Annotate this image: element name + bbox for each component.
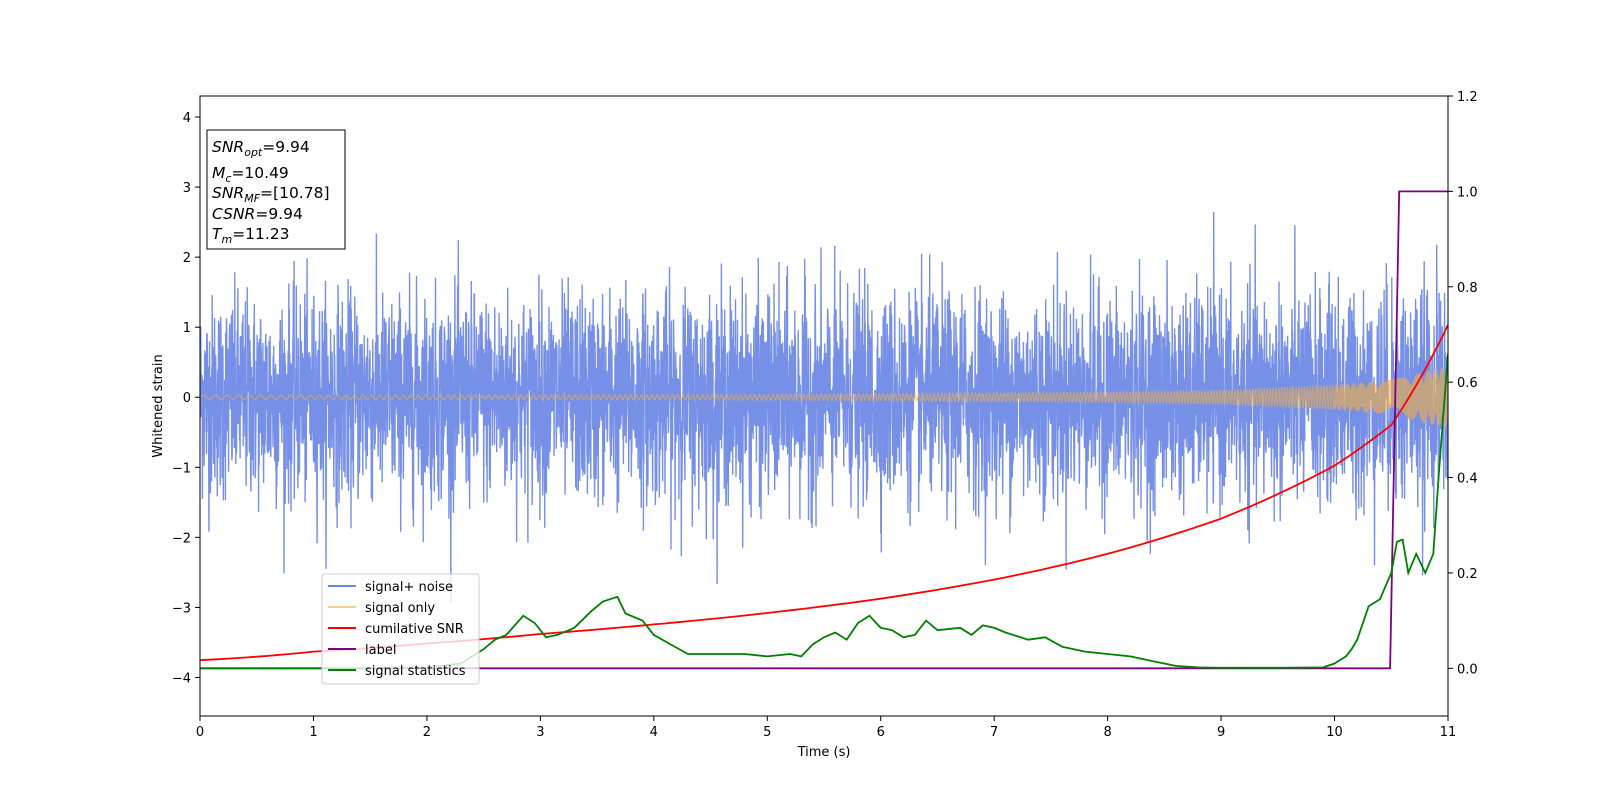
x-tick-label: 10 — [1326, 725, 1343, 740]
info-snr-mf: SNRMF=[10.78] — [212, 184, 330, 205]
series-signal-only-line — [200, 365, 1448, 429]
y-tick-label: 4 — [183, 111, 191, 126]
y-right-tick-label: 0.2 — [1457, 567, 1478, 582]
x-tick-label: 2 — [423, 725, 431, 740]
x-tick-label: 6 — [877, 725, 885, 740]
x-tick-label: 9 — [1217, 725, 1225, 740]
y-right-tick-label: 0.6 — [1457, 376, 1478, 391]
y-tick-label: 2 — [183, 251, 191, 266]
y-tick-label: 1 — [183, 321, 191, 336]
y-right-tick-label: 0.4 — [1457, 472, 1478, 487]
info-mc: Mc=10.49 — [212, 164, 289, 185]
x-tick-label: 5 — [763, 725, 771, 740]
legend-label-signal-only: signal only — [365, 601, 435, 616]
series-signal-statistics-line — [200, 353, 1448, 670]
x-tick-label: 1 — [309, 725, 317, 740]
x-tick-label: 11 — [1440, 725, 1457, 740]
y-right-tick-label: 1.2 — [1457, 90, 1478, 105]
y-right-tick-label: 1.0 — [1457, 185, 1478, 200]
y-tick-label: −2 — [172, 531, 191, 546]
info-csnr: CSNR=9.94 — [212, 205, 303, 223]
info-box-frame — [206, 129, 346, 250]
info-box: SNRopt=9.94 Mc=10.49 SNRMF=[10.78] CSNR=… — [206, 129, 346, 250]
y-tick-label: −1 — [172, 461, 191, 476]
legend-label-label: label — [365, 643, 396, 658]
y-axis-label: Whitened strain — [151, 354, 166, 457]
series-label-line — [200, 190, 1448, 670]
x-tick-label: 8 — [1103, 725, 1111, 740]
legend: signal+ noise signal only cumilative SNR… — [321, 573, 480, 685]
y-tick-label: −4 — [172, 671, 191, 686]
x-tick-label: 4 — [650, 725, 658, 740]
x-tick-label: 3 — [536, 725, 544, 740]
legend-frame — [321, 573, 480, 685]
series-signal-noise-line — [200, 211, 1448, 603]
x-tick-label: 7 — [990, 725, 998, 740]
y-tick-label: −3 — [172, 601, 191, 616]
info-tm: Tm=11.23 — [212, 225, 290, 246]
y-tick-label: 0 — [183, 391, 191, 406]
ticks-layer: 0 1 2 3 4 5 6 7 8 9 10 11 −4 −3 −2 −1 0 1 2 3 4 0.0 0.2 0.4 0.6 0… — [172, 90, 1478, 740]
y-right-tick-label: 0.0 — [1457, 662, 1478, 677]
legend-label-signal-statistics: signal statistics — [365, 664, 466, 679]
legend-label-cumulative-snr: cumilative SNR — [365, 622, 464, 637]
x-axis-label: Time (s) — [797, 745, 851, 760]
y-tick-label: 3 — [183, 181, 191, 196]
legend-label-signal-noise: signal+ noise — [365, 580, 453, 595]
y-right-tick-label: 0.8 — [1457, 281, 1478, 296]
info-snr-opt: SNRopt=9.94 — [212, 138, 310, 159]
x-tick-label: 0 — [196, 725, 204, 740]
plot-frame — [199, 95, 1449, 717]
